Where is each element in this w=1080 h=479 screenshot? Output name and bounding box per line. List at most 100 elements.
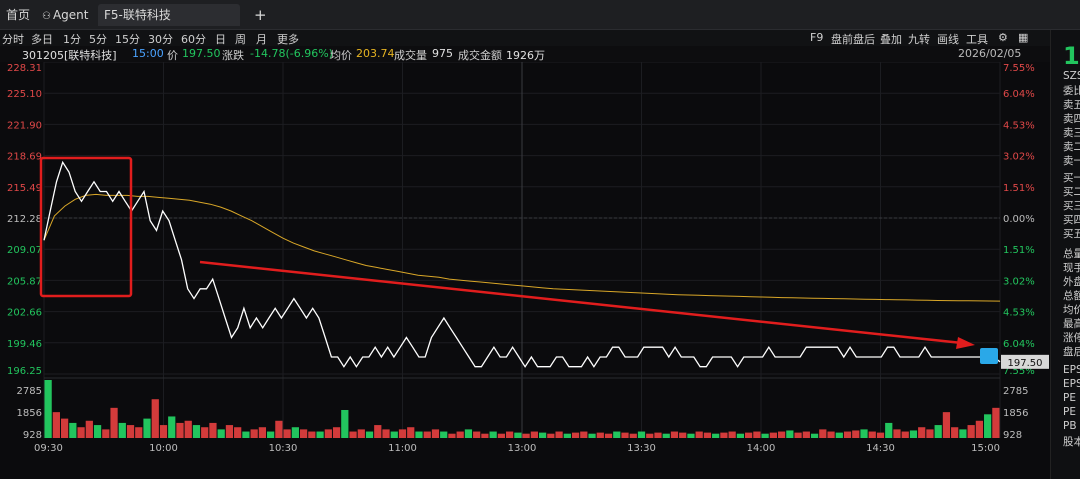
y-left-tick: 212.28	[7, 214, 42, 225]
x-tick: 10:00	[149, 443, 178, 454]
side-big-price: 1	[1063, 42, 1080, 70]
amount-label: 成交金额	[458, 49, 502, 62]
side-label: 现手	[1063, 262, 1080, 274]
volume-bar	[69, 422, 77, 438]
volume-bar	[942, 412, 951, 438]
y-right-tick: 1.51%	[1003, 245, 1035, 256]
side-label: PB	[1063, 420, 1077, 432]
side-label: 买四	[1063, 214, 1080, 226]
side-label: 涨停	[1063, 332, 1080, 344]
y-left-tick: 225.10	[7, 89, 42, 100]
tool-draw[interactable]: 画线	[937, 33, 959, 46]
volume-bar	[687, 433, 695, 438]
volume-bar	[703, 432, 712, 438]
volume-bar	[283, 429, 291, 438]
volume-bar	[176, 422, 184, 438]
volume-bar	[415, 431, 423, 438]
volume-bar	[473, 431, 481, 438]
volume-bar	[909, 430, 918, 438]
volume-bar	[876, 432, 885, 438]
volume-bar	[126, 425, 135, 438]
quote-info-bar: 301205[联特科技] 15:00 价 197.50 涨跌 -14.78(-6…	[0, 46, 1050, 62]
volume-bar	[588, 433, 596, 438]
period-15min[interactable]: 15分	[115, 33, 140, 46]
y-right-tick: 7.55%	[1003, 366, 1035, 377]
volume-bar	[860, 429, 868, 438]
tab-agent[interactable]: ⚇ Agent	[36, 4, 95, 26]
volume-bar	[604, 433, 613, 438]
volume-bar	[769, 432, 777, 438]
tag-icon	[980, 348, 998, 364]
side-label: PE	[1063, 406, 1076, 418]
period-1min[interactable]: 1分	[63, 33, 81, 46]
volume-bar	[267, 431, 275, 438]
volume-bar	[835, 432, 843, 438]
period-multiday[interactable]: 多日	[31, 33, 53, 46]
side-label: 卖三	[1063, 127, 1080, 139]
period-month[interactable]: 月	[256, 33, 267, 46]
volume-bar	[85, 420, 93, 438]
tab-stock[interactable]: F5-联特科技 301205.SZ×	[98, 4, 240, 44]
side-label: 卖一	[1063, 155, 1080, 167]
volume-bar	[736, 433, 745, 438]
period-day[interactable]: 日	[215, 33, 226, 46]
avg-value: 203.74	[356, 47, 395, 60]
period-5min[interactable]: 5分	[89, 33, 107, 46]
side-label: 买三	[1063, 200, 1080, 212]
volume-bar	[209, 422, 217, 438]
side-label: 均价	[1063, 304, 1080, 316]
new-tab-button[interactable]: +	[254, 6, 267, 24]
vol-left-tick: 2785	[17, 386, 42, 397]
volume-bar	[151, 399, 159, 438]
volume-bar	[621, 432, 629, 438]
volume-bar	[810, 433, 819, 438]
tab-home[interactable]: 首页	[0, 4, 36, 26]
volume-bar	[390, 431, 398, 438]
period-30min[interactable]: 30分	[148, 33, 173, 46]
volume-bar	[794, 432, 802, 438]
y-right-tick: 1.51%	[1003, 183, 1035, 194]
volume-bar	[596, 432, 604, 438]
volume-bar	[192, 425, 201, 438]
side-label: 买一	[1063, 172, 1080, 184]
volume-bar	[316, 431, 324, 438]
side-label: 委比	[1063, 85, 1080, 97]
side-label: 卖五	[1063, 99, 1080, 111]
settings-icon[interactable]: ⚙	[998, 31, 1008, 44]
tool-nine[interactable]: 九转	[908, 33, 930, 46]
volume-bar	[868, 431, 876, 438]
y-left-tick: 202.66	[7, 308, 42, 319]
volume-bar	[522, 433, 530, 438]
y-right-tick: 4.53%	[1003, 120, 1035, 131]
amount-value: 1926万	[506, 49, 545, 62]
change-value: -14.78(-6.96%)	[250, 47, 333, 60]
volume-bar	[291, 427, 299, 438]
y-left-tick: 228.31	[7, 63, 42, 74]
volume-bar	[423, 431, 431, 438]
grid-icon[interactable]: ▦	[1018, 31, 1029, 44]
period-60min[interactable]: 60分	[181, 33, 206, 46]
period-timeshare[interactable]: 分时	[2, 33, 24, 46]
tool-overlay[interactable]: 叠加	[880, 33, 902, 46]
volume-bar	[489, 431, 497, 438]
tool-tools[interactable]: 工具	[966, 33, 988, 46]
volume-bar	[984, 414, 992, 438]
tool-prepost[interactable]: 盘前盘后	[831, 33, 875, 46]
y-left-tick: 221.90	[7, 120, 42, 131]
volume-bar	[967, 425, 975, 438]
volume-bar	[184, 420, 192, 438]
period-week[interactable]: 周	[235, 33, 246, 46]
volume-bar	[761, 433, 769, 438]
volume-bar	[341, 409, 349, 438]
volume-label: 成交量	[394, 49, 427, 62]
y-left-tick: 196.25	[7, 366, 42, 377]
volume-bar	[242, 431, 250, 438]
volume-bar	[885, 422, 893, 438]
volume-bar	[571, 432, 580, 438]
volume-bar	[374, 425, 382, 438]
volume-bar	[712, 433, 720, 438]
side-label: 盘后	[1063, 346, 1080, 358]
period-more[interactable]: 更多	[277, 33, 299, 46]
timeshare-chart[interactable]: 228.31 225.10 221.90 218.69 215.49 212.28 209.…	[0, 62, 1050, 479]
tool-f9[interactable]: F9	[810, 31, 824, 44]
